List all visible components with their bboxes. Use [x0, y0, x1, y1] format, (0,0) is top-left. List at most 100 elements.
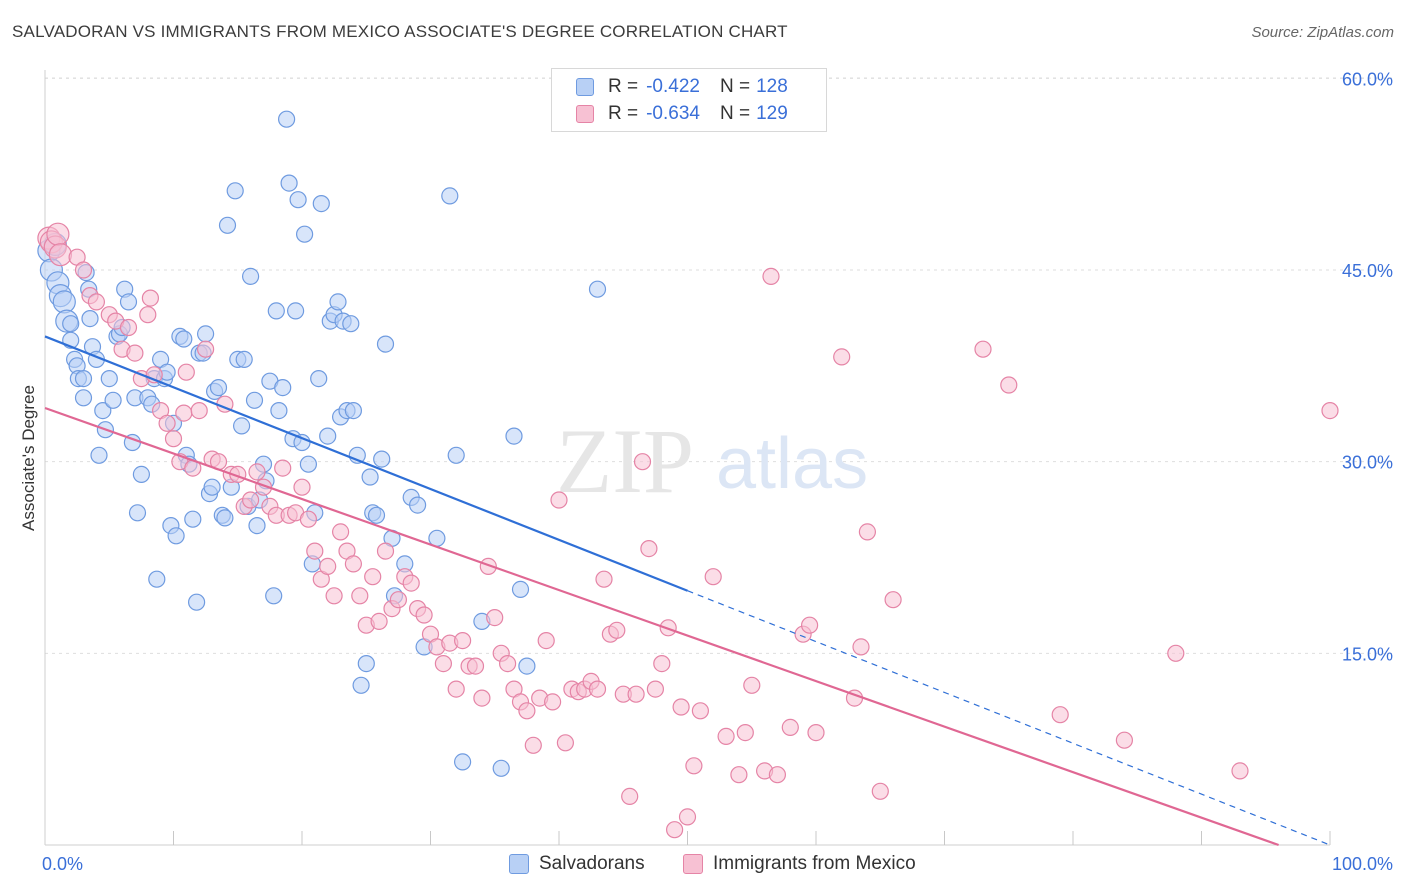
salvadoran-point	[167, 527, 185, 545]
mexico-point	[627, 685, 645, 703]
mexico-point	[640, 539, 658, 558]
salvadoran-point	[299, 455, 317, 473]
mexico-point	[325, 587, 343, 605]
mexico-point	[344, 555, 362, 573]
mexico-point	[762, 267, 780, 285]
series-legend-label: Salvadorans	[539, 853, 645, 874]
mexico-point	[158, 414, 176, 432]
mexico-point	[871, 782, 889, 800]
salvadoran-point	[119, 293, 138, 311]
salvadoran-point	[274, 379, 292, 397]
salvadoran-point	[245, 391, 264, 409]
salvadoran-point	[518, 657, 536, 675]
salvadoran-point	[128, 504, 147, 522]
mexico-point	[376, 542, 395, 560]
mexico-point	[248, 463, 266, 481]
mexico-point	[306, 542, 324, 560]
series-legend: Salvadorans Immigrants from Mexico	[0, 853, 1406, 877]
mexico-point	[717, 727, 735, 746]
mexico-point	[665, 821, 684, 839]
mexico-point	[434, 654, 452, 673]
mexico-point	[332, 523, 350, 541]
salvadoran-point	[218, 216, 237, 234]
legend-n-label: N =	[719, 103, 751, 124]
salvadoran-point	[242, 267, 260, 285]
mexico-point	[1167, 644, 1185, 662]
mexico-point	[139, 306, 157, 324]
salvadoran-point	[104, 391, 122, 409]
salvadoran-point	[289, 191, 307, 209]
mexico-point	[550, 491, 568, 509]
salvadoran-point	[344, 402, 362, 420]
mexico-point	[364, 568, 382, 586]
salvadoran-point	[588, 280, 607, 298]
salvadoran-point	[319, 427, 337, 445]
salvadoran-point	[361, 468, 379, 486]
legend-swatch-salvadorans	[576, 78, 594, 96]
salvadoran-point	[203, 478, 221, 496]
salvadoran-point	[226, 182, 244, 200]
mexico-point	[800, 616, 819, 634]
salvadoran-point	[352, 676, 370, 694]
y-tick-label: 15.0%	[1342, 644, 1393, 664]
mexico-point	[1051, 706, 1069, 724]
watermark-zip: ZIP	[556, 410, 694, 512]
salvadoran-point	[265, 587, 283, 605]
salvadoran-point	[74, 370, 93, 388]
x-tick-label: 0.0%	[42, 854, 83, 874]
mexico-point	[781, 718, 799, 737]
mexico-point	[646, 680, 665, 698]
mexico-point	[299, 510, 317, 528]
salvadoran-point	[376, 335, 395, 353]
mexico-point	[74, 261, 93, 279]
mexico-point	[736, 723, 754, 742]
mexico-point	[685, 757, 703, 775]
mexico-point	[293, 478, 311, 496]
y-tick-label: 30.0%	[1342, 453, 1393, 473]
legend-n-value: 129	[756, 103, 788, 124]
salvadoran-point	[235, 350, 253, 368]
salvadoran-point	[511, 580, 530, 599]
mexico-point	[704, 568, 722, 586]
salvadoran-point	[287, 302, 305, 320]
salvadoran-point	[188, 593, 206, 611]
mexico-point	[177, 363, 195, 381]
mexico-point	[633, 453, 652, 471]
mexico-point	[974, 340, 992, 358]
salvadoran-point	[367, 506, 386, 524]
mexico-point	[197, 340, 215, 358]
mexico-point	[319, 557, 337, 576]
salvadoran-point	[342, 315, 360, 333]
salvadoran-point	[278, 110, 296, 128]
legend-row-mexico: R = -0.634 N = 129	[576, 101, 788, 127]
salvadoran-point	[216, 509, 234, 527]
mexico-point	[730, 766, 748, 784]
mexico-point	[807, 723, 825, 742]
axis-labels: 15.0% 30.0% 45.0% 60.0% 0.0% 100.0% Associate'…	[19, 69, 1393, 874]
mexico-point	[1115, 731, 1134, 749]
salvadoran-point	[90, 446, 108, 464]
mexico-point	[87, 293, 106, 311]
mexico-point	[653, 654, 671, 673]
y-tick-label: 60.0%	[1342, 69, 1393, 89]
mexico-point	[454, 631, 472, 650]
mexico-point	[175, 404, 193, 422]
mexico-point	[595, 570, 613, 588]
mexico-point	[389, 591, 407, 609]
mexico-point	[768, 766, 787, 784]
salvadoran-point	[209, 379, 228, 397]
source-label: Source: ZipAtlas.com	[1251, 24, 1394, 41]
chart-title: SALVADORAN VS IMMIGRANTS FROM MEXICO ASS…	[12, 22, 788, 41]
legend-r-value: -0.634	[646, 103, 700, 124]
salvadoran-point	[100, 370, 118, 388]
watermark-atlas: atlas	[716, 424, 868, 504]
salvadoran-point	[62, 315, 80, 333]
mexico-point	[678, 808, 697, 826]
mexico-point	[466, 657, 485, 675]
mexico-point	[884, 591, 902, 609]
salvadoran-point	[74, 389, 93, 407]
mexico-point	[479, 557, 497, 576]
salvadoran-point	[267, 302, 285, 320]
salvadoran-point	[184, 510, 202, 528]
